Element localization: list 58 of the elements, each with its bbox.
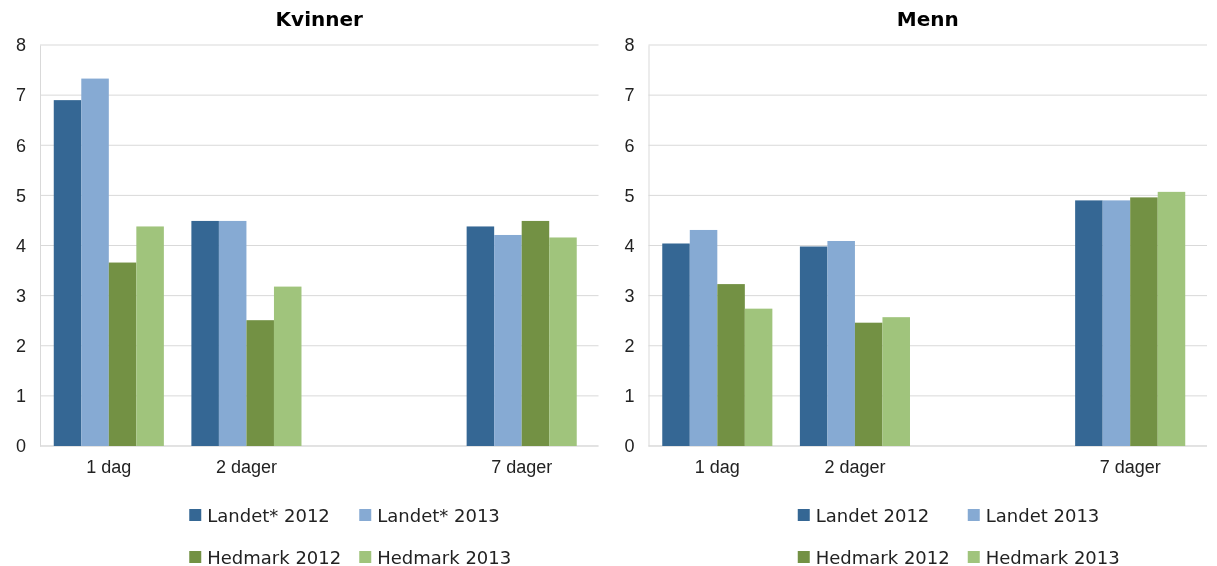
legend-label: Landet 2012 xyxy=(815,505,930,526)
y-tick-label: 5 xyxy=(624,185,635,206)
y-tick-label: 3 xyxy=(15,285,26,306)
legend-label: Landet 2013 xyxy=(985,505,1100,526)
chart-title: Menn xyxy=(896,7,959,31)
y-tick-label: 7 xyxy=(15,85,26,106)
bar xyxy=(191,220,219,446)
x-tick-label: 7 dager xyxy=(1099,456,1161,477)
y-tick-label: 2 xyxy=(15,336,26,357)
legend-label: Hedmark 2012 xyxy=(207,547,342,566)
y-tick-label: 3 xyxy=(624,285,635,306)
x-tick-label: 7 dager xyxy=(491,456,553,477)
y-tick-label: 2 xyxy=(624,336,635,357)
bar xyxy=(218,220,247,446)
bar xyxy=(494,234,522,446)
bar xyxy=(136,226,164,446)
chart-title: Kvinner xyxy=(275,7,364,31)
legend-label: Hedmark 2013 xyxy=(985,547,1120,566)
bar xyxy=(1075,200,1103,446)
legend-label: Landet* 2012 xyxy=(207,505,330,526)
y-tick-label: 8 xyxy=(624,35,635,56)
y-tick-label: 8 xyxy=(15,35,26,56)
bar xyxy=(108,262,137,446)
y-tick-label: 0 xyxy=(15,436,26,457)
bar xyxy=(1130,197,1158,446)
y-tick-label: 6 xyxy=(624,135,635,156)
y-tick-label: 7 xyxy=(624,85,635,106)
bar xyxy=(854,322,883,446)
bar xyxy=(717,284,745,446)
x-tick-label: 1 dag xyxy=(86,456,132,477)
x-tick-label: 2 dager xyxy=(215,456,277,477)
y-tick-label: 5 xyxy=(15,185,26,206)
bar xyxy=(549,237,577,446)
y-tick-label: 0 xyxy=(624,436,635,457)
x-tick-label: 1 dag xyxy=(694,456,740,477)
bar xyxy=(882,317,910,446)
legend-label: Hedmark 2013 xyxy=(377,547,512,566)
y-tick-label: 1 xyxy=(15,386,26,407)
bar xyxy=(246,320,274,446)
bar xyxy=(273,286,302,446)
bar xyxy=(799,246,828,446)
y-tick-label: 1 xyxy=(624,386,635,407)
x-tick-label: 2 dager xyxy=(824,456,886,477)
y-tick-label: 4 xyxy=(15,235,26,256)
bar xyxy=(81,78,109,446)
legend-label: Hedmark 2012 xyxy=(815,547,950,566)
y-tick-label: 4 xyxy=(624,235,635,256)
bar xyxy=(521,220,550,446)
bar xyxy=(53,100,82,446)
y-tick-label: 6 xyxy=(15,135,26,156)
bar xyxy=(1102,200,1131,446)
bar xyxy=(662,243,690,446)
bar xyxy=(1157,191,1186,446)
bar xyxy=(744,308,773,446)
bar xyxy=(689,229,718,446)
legend-label: Landet* 2013 xyxy=(377,505,500,526)
bar xyxy=(466,226,495,446)
bar xyxy=(827,240,855,446)
